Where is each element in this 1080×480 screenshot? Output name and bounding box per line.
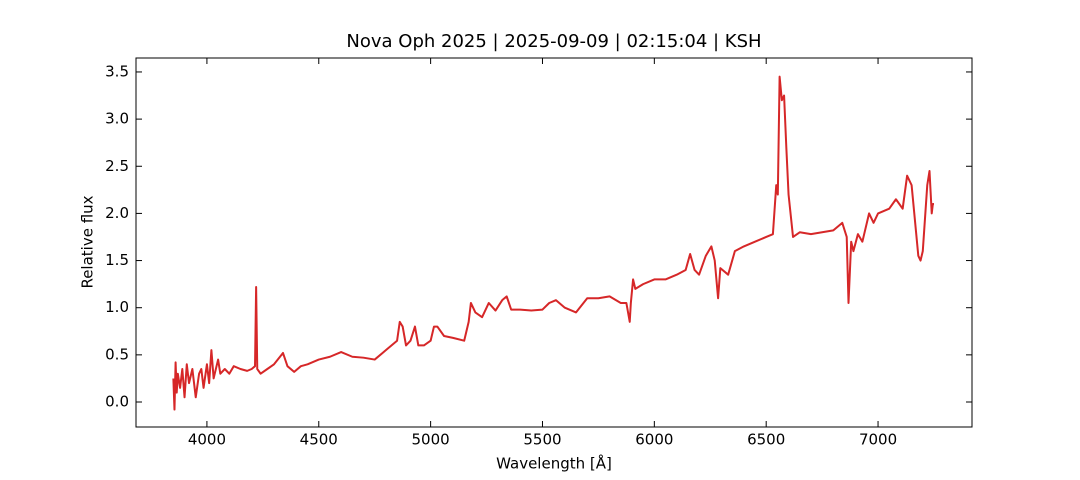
y-tick-label: 3.0: [105, 110, 129, 128]
chart-title: Nova Oph 2025 | 2025-09-09 | 02:15:04 | …: [346, 31, 761, 52]
y-tick-label: 2.5: [105, 157, 129, 175]
y-axis-label: Relative flux: [79, 195, 97, 288]
y-tick-label: 0.0: [105, 393, 129, 411]
data-line: [172, 75, 934, 411]
x-tick-label: 4000: [188, 431, 226, 449]
x-tick-label: 6500: [747, 431, 785, 449]
y-tick-label: 0.5: [105, 345, 129, 363]
x-tick-label: 5500: [523, 431, 561, 449]
y-tick-label: 1.0: [105, 298, 129, 316]
x-tick-label: 4500: [300, 431, 338, 449]
y-tick-label: 2.0: [105, 204, 129, 222]
y-tick-label: 1.5: [105, 251, 129, 269]
x-tick-label: 5000: [412, 431, 450, 449]
plot-frame: [135, 57, 973, 428]
x-tick-label: 7000: [859, 431, 897, 449]
x-axis-label: Wavelength [Å]: [496, 454, 612, 473]
x-tick-label: 6000: [635, 431, 673, 449]
y-tick-label: 3.5: [105, 62, 129, 80]
